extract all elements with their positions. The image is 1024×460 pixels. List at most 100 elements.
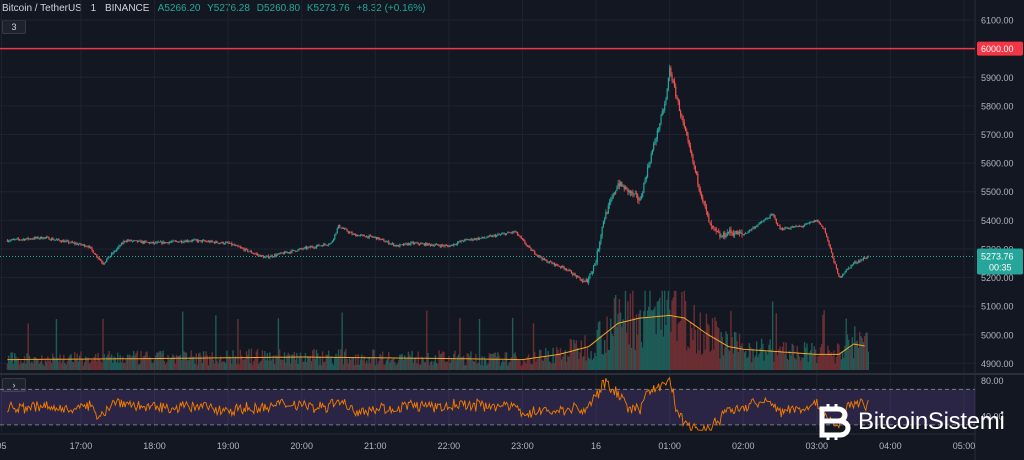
candle [358, 235, 360, 237]
candle [271, 255, 273, 257]
candle [332, 238, 335, 241]
candle [151, 241, 153, 243]
candle [779, 225, 781, 230]
candle [654, 142, 656, 144]
volume-bar [258, 364, 260, 370]
volume-bar [146, 351, 148, 370]
interval[interactable]: 1 [90, 3, 97, 14]
volume-bar [388, 351, 390, 370]
volume-bar [655, 334, 657, 370]
volume-bar [356, 364, 358, 370]
volume-bar [303, 361, 305, 370]
candle [440, 244, 443, 247]
candle [844, 272, 846, 274]
volume-bar [170, 357, 173, 370]
candle [447, 245, 449, 247]
candle [7, 241, 10, 242]
price-tick-label: 5900.00 [981, 73, 1014, 83]
candle [472, 239, 474, 241]
candle [307, 247, 309, 249]
candle [833, 258, 835, 263]
volume-bar [535, 361, 537, 370]
candle [556, 263, 558, 266]
volume-bar [596, 329, 598, 370]
candle [705, 206, 708, 212]
volume-bar [556, 347, 558, 370]
volume-bar [190, 350, 193, 370]
volume-bar [15, 356, 17, 370]
candle [227, 242, 229, 243]
volume-bar [194, 363, 196, 370]
candle [166, 242, 168, 244]
candle [464, 239, 466, 242]
volume-bar [832, 356, 834, 370]
candle [688, 140, 690, 146]
candle [22, 238, 24, 240]
candle [486, 237, 488, 239]
volume-bar [510, 357, 513, 370]
volume-bar [372, 349, 374, 370]
volume-bar [484, 360, 487, 370]
volume-bar [184, 352, 186, 370]
candle [99, 259, 102, 261]
volume-bar [705, 313, 708, 370]
candle [488, 235, 490, 237]
rsi-collapse-badge[interactable]: › [2, 378, 26, 392]
candle [534, 250, 536, 254]
volume-bar [364, 363, 367, 370]
volume-bar [25, 363, 27, 370]
volume-bar [164, 364, 167, 370]
candle [234, 245, 237, 247]
volume-bar [553, 362, 556, 370]
volume-bar [719, 358, 721, 370]
candle [686, 131, 688, 136]
volume-bar [56, 357, 59, 370]
candle [72, 242, 75, 244]
candle [302, 248, 304, 250]
candle [161, 241, 163, 244]
volume-bar [415, 357, 417, 370]
volume-bar [237, 318, 239, 370]
volume-bar [308, 357, 310, 370]
volume-bar [446, 361, 449, 370]
candle [434, 244, 436, 246]
volume-bar [543, 356, 546, 370]
candle [79, 243, 81, 245]
volume-bar [836, 343, 839, 370]
volume-bar [64, 363, 66, 370]
volume-bar [527, 354, 530, 370]
volume-bar [467, 353, 470, 370]
volume-bar [760, 338, 763, 370]
candle [135, 240, 137, 242]
candle [374, 236, 376, 238]
time-tick-label: 17:00 [70, 441, 93, 451]
candle [225, 242, 227, 244]
volume-bar [179, 354, 181, 370]
candle [698, 183, 700, 189]
candle [455, 244, 457, 246]
symbol-name[interactable]: Bitcoin / TetherUS [2, 3, 82, 14]
volume-bar [673, 290, 676, 370]
volume-bar [98, 358, 101, 370]
volume-bar [478, 318, 481, 370]
candle [445, 245, 448, 247]
candle [639, 198, 641, 201]
volume-bar [271, 358, 273, 370]
candle [675, 86, 677, 97]
candle [442, 244, 444, 246]
volume-bar [359, 359, 362, 370]
volume-bar [124, 362, 126, 370]
volume-bar [305, 361, 308, 370]
volume-bar [50, 362, 53, 370]
candle [65, 240, 67, 242]
candle [276, 254, 278, 256]
candle [677, 99, 679, 102]
volume-bar [460, 357, 462, 370]
volume-bar [455, 360, 457, 370]
volume-bar [88, 363, 91, 370]
volume-bar [807, 361, 809, 370]
candle [314, 247, 316, 249]
volume-bar [384, 364, 386, 370]
candle [420, 243, 422, 245]
